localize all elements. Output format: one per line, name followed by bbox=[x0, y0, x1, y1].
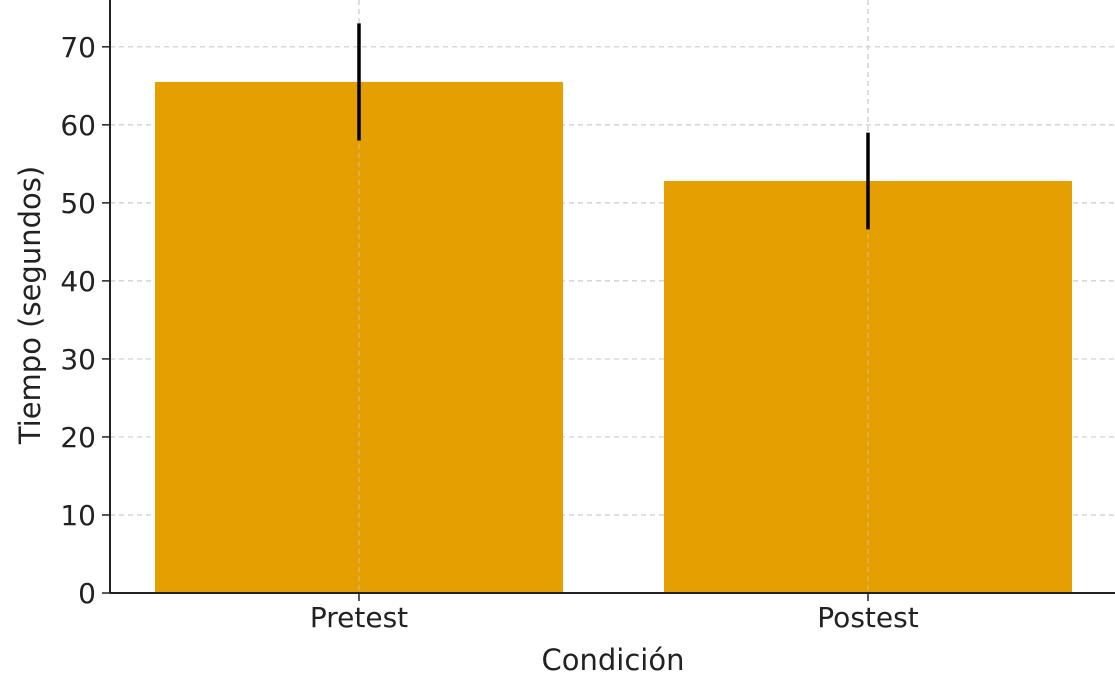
y-tick-label: 20 bbox=[60, 421, 96, 454]
y-axis-label: Tiempo (segundos) bbox=[13, 166, 47, 445]
axis-labels: Condición Tiempo (segundos) bbox=[13, 166, 684, 677]
error-bars bbox=[357, 23, 870, 230]
x-tick-label: Postest bbox=[817, 601, 918, 634]
y-tick-label: 60 bbox=[60, 109, 96, 142]
x-tick-label: Pretest bbox=[310, 601, 408, 634]
y-tick-label: 30 bbox=[60, 343, 96, 376]
y-tick-label: 50 bbox=[60, 187, 96, 220]
y-tick-label: 10 bbox=[60, 499, 96, 532]
x-axis-label: Condición bbox=[542, 643, 685, 677]
y-tick-label: 0 bbox=[78, 577, 96, 610]
y-tick-label: 40 bbox=[60, 265, 96, 298]
axes: 0 10 20 30 40 50 60 70 Pretest Postest bbox=[60, 0, 1115, 634]
y-tick-label: 70 bbox=[60, 31, 96, 64]
bars bbox=[155, 0, 1072, 593]
